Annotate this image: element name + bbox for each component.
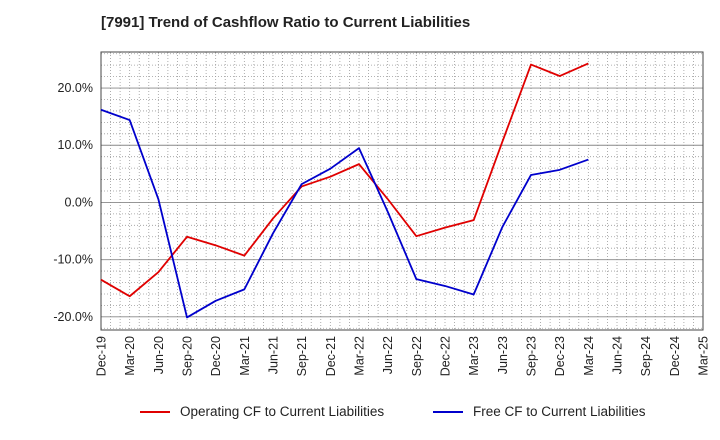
x-tick-label: Sep-20 bbox=[181, 336, 195, 376]
x-tick-label: Jun-20 bbox=[152, 336, 166, 374]
x-tick-label: Mar-24 bbox=[582, 336, 596, 376]
legend-label-free-cf: Free CF to Current Liabilities bbox=[473, 404, 646, 419]
free-cf-line bbox=[100, 108, 589, 319]
plot-border bbox=[100, 51, 704, 331]
legend-swatch-red bbox=[140, 410, 170, 413]
x-tick-label: Mar-23 bbox=[467, 336, 481, 376]
x-tick-label: Jun-23 bbox=[496, 336, 510, 374]
y-tick-label: 20.0% bbox=[58, 81, 93, 95]
y-tick-label: -20.0% bbox=[53, 310, 93, 324]
tick-labels: 20.0% 10.0% 0.0% -10.0% -20.0%Dec-19 Mar-20 Ju… bbox=[53, 81, 710, 376]
legend-item-operating-cf: Operating CF to Current Liabilities bbox=[140, 404, 384, 419]
legend-swatch-blue bbox=[433, 410, 463, 413]
axes bbox=[100, 51, 704, 331]
x-tick-label: Sep-23 bbox=[525, 336, 539, 376]
x-tick-label: Mar-20 bbox=[123, 336, 137, 376]
x-tick-label: Jun-24 bbox=[611, 336, 625, 374]
y-tick-label: 0.0% bbox=[65, 195, 94, 209]
x-tick-label: Sep-22 bbox=[410, 336, 424, 376]
x-tick-label: Dec-23 bbox=[553, 336, 567, 376]
operating-cf-line bbox=[100, 62, 589, 298]
x-tick-label: Jun-21 bbox=[267, 336, 281, 374]
x-tick-label: Dec-22 bbox=[439, 336, 453, 376]
y-tick-label: 10.0% bbox=[58, 138, 93, 152]
x-tick-label: Dec-24 bbox=[668, 336, 682, 376]
x-tick-label: Sep-24 bbox=[639, 336, 653, 376]
grid-lines bbox=[101, 52, 703, 330]
x-tick-label: Jun-22 bbox=[381, 336, 395, 374]
x-tick-label: Sep-21 bbox=[295, 336, 309, 376]
x-tick-label: Dec-19 bbox=[95, 336, 109, 376]
x-tick-label: Dec-21 bbox=[324, 336, 338, 376]
series-lines bbox=[100, 62, 589, 319]
chart-title: [7991] Trend of Cashflow Ratio to Curren… bbox=[101, 14, 471, 31]
x-tick-label: Mar-25 bbox=[697, 336, 711, 376]
x-tick-label: Dec-20 bbox=[209, 336, 223, 376]
x-tick-label: Mar-21 bbox=[238, 336, 252, 376]
y-tick-label: -10.0% bbox=[53, 253, 93, 267]
legend-item-free-cf: Free CF to Current Liabilities bbox=[433, 404, 646, 419]
legend-label-operating-cf: Operating CF to Current Liabilities bbox=[180, 404, 385, 419]
x-tick-label: Mar-22 bbox=[353, 336, 367, 376]
